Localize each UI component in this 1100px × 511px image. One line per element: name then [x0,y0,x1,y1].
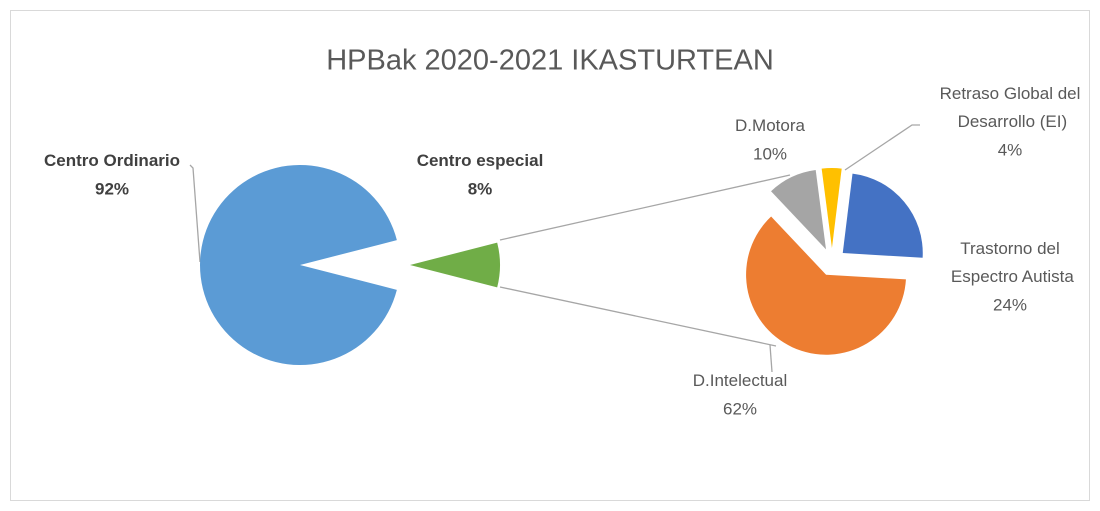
chart-title: HPBak 2020-2021 IKASTURTEAN [326,45,774,77]
data-label-name: D.Intelectual [693,371,788,390]
data-label-value: 62% [723,399,757,418]
pie-slice [842,173,923,258]
data-label-name: Trastorno del Espectro Autista [946,239,1074,286]
data-label-name: Centro especial [417,151,544,170]
data-label-name: D.Motora [735,116,805,135]
connector-line [499,174,791,241]
data-label-value: 4% [998,140,1023,159]
leader-line [769,344,773,373]
connector-line [499,286,777,347]
data-label-value: 10% [753,144,787,163]
data-label-value: 24% [993,295,1027,314]
pie-slice [771,170,826,250]
data-label-value: 8% [468,179,493,198]
data-label-value: 92% [95,179,129,198]
pie-slice [199,165,397,365]
leader-line [189,164,201,263]
pie-slice [746,216,906,355]
chart-frame [10,10,1090,501]
leader-line [844,124,920,171]
data-label-name: Retraso Global del Desarrollo (EI) [940,84,1081,131]
data-label-name: Centro Ordinario [44,151,180,170]
pie-slice [821,168,842,249]
pie-slice [410,242,501,288]
